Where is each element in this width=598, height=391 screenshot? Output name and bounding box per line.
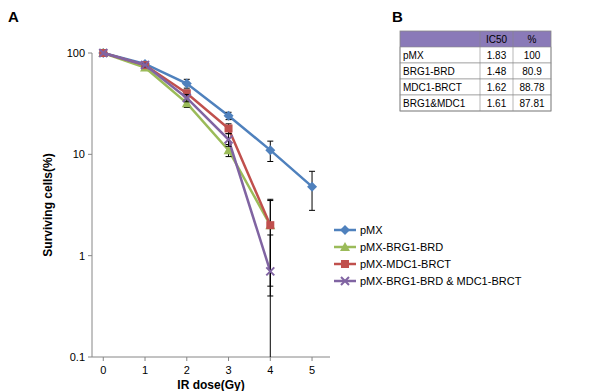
x-tick [145, 357, 146, 361]
y-tick [88, 154, 92, 155]
x-tick-label: 4 [267, 364, 273, 376]
table-cell: MDC1-BRCT [403, 82, 462, 93]
table-cell: 88.78 [519, 82, 544, 93]
legend-marker [341, 260, 349, 268]
table-header: IC50 [486, 34, 508, 45]
panel-label: B [392, 8, 403, 25]
table-cell: BRG1-BRD [403, 66, 455, 77]
x-axis [92, 357, 330, 358]
table-frame [400, 31, 551, 111]
marker [182, 79, 192, 89]
y-tick-label: 1 [79, 250, 85, 262]
y-tick [88, 53, 92, 54]
table-header-bg [400, 31, 551, 47]
legend-label: pMX-BRG1-BRD & MDC1-BRCT [360, 275, 522, 287]
x-tick-label: 3 [225, 364, 231, 376]
legend-marker [340, 242, 350, 251]
figure: A 0.1 1 10 100 0 1 2 3 4 5 IR dose(Gy) Surviving cel… [0, 0, 598, 391]
x-tick [228, 357, 229, 361]
marker [265, 145, 275, 155]
panel-label: A [8, 8, 19, 25]
table-row [400, 47, 551, 63]
table-cell: 100 [524, 50, 541, 61]
y-axis [92, 53, 93, 357]
x-tick-label: 0 [100, 364, 106, 376]
legend-label: pMX-MDC1-BRCT [360, 258, 451, 270]
table-cell: 1.48 [487, 66, 507, 77]
y-tick [88, 255, 92, 256]
y-tick [88, 357, 92, 358]
x-tick [312, 357, 313, 361]
table-row [400, 79, 551, 95]
marker [266, 267, 274, 275]
legend-marker [341, 277, 349, 285]
table-header: % [528, 34, 537, 45]
error-bar [267, 235, 273, 357]
y-tick-label: 10 [73, 148, 85, 160]
series-line [103, 53, 270, 225]
x-tick [103, 357, 104, 361]
table-row [400, 95, 551, 111]
table-cell: 80.9 [522, 66, 542, 77]
legend-label: pMX [360, 224, 383, 236]
x-tick [186, 357, 187, 361]
plot-group [98, 48, 317, 357]
table-row [400, 63, 551, 79]
error-bar [184, 94, 190, 101]
marker [224, 111, 234, 121]
table-divider [480, 31, 481, 111]
x-tick-label: 2 [184, 364, 190, 376]
table-cell: BRG1&MDC1 [403, 98, 466, 109]
series-line [103, 53, 270, 225]
table-cell: 1.62 [487, 82, 507, 93]
x-tick-label: 1 [142, 364, 148, 376]
marker [141, 61, 149, 69]
marker [225, 124, 233, 132]
marker [183, 94, 191, 102]
error-bar [226, 134, 232, 147]
marker [266, 221, 274, 229]
series-line [103, 53, 270, 271]
y-tick-label: 0.1 [70, 351, 85, 363]
legend-marker [340, 225, 350, 235]
table-cell: pMX [403, 50, 424, 61]
error-bar [226, 124, 232, 134]
x-tick-label: 5 [309, 364, 315, 376]
table-cell: 1.61 [487, 98, 507, 109]
table-cell: 1.83 [487, 50, 507, 61]
x-axis-label: IR dose(Gy) [177, 378, 244, 391]
marker [98, 48, 108, 57]
table-divider [513, 31, 514, 111]
marker [265, 220, 275, 229]
x-tick [270, 357, 271, 361]
marker [99, 49, 107, 57]
table-cell: 87.81 [519, 98, 544, 109]
y-tick-label: 100 [67, 47, 85, 59]
legend-label: pMX-BRG1-BRD [360, 241, 443, 253]
marker [225, 136, 233, 144]
y-axis-label: Surviving cells(%) [41, 153, 55, 256]
marker [307, 182, 317, 192]
